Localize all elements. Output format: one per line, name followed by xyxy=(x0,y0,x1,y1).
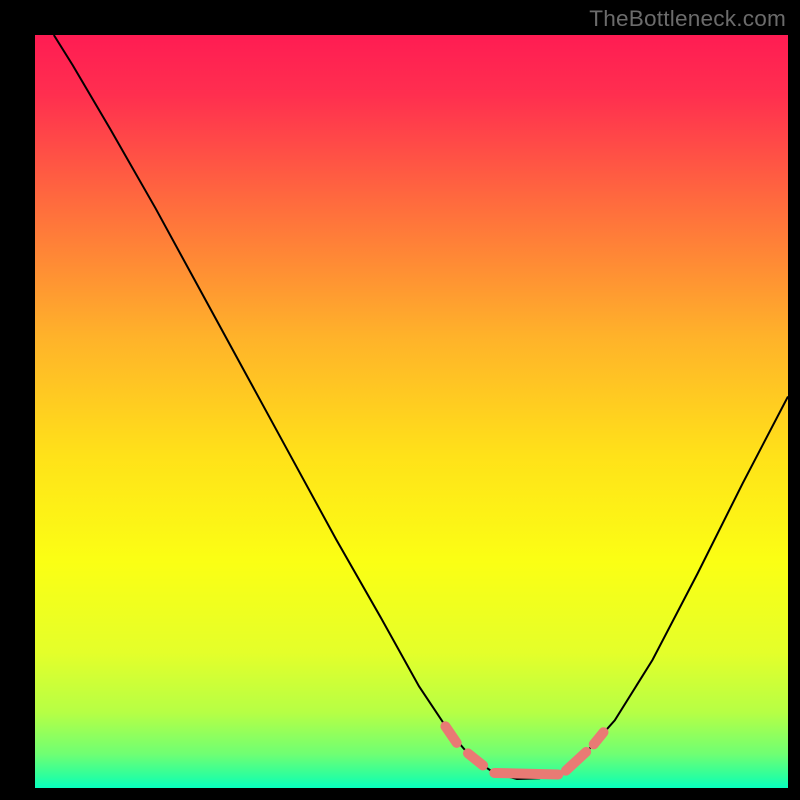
chart-frame: TheBottleneck.com xyxy=(0,0,800,800)
accent-dash-group xyxy=(445,726,603,774)
chart-svg xyxy=(35,35,788,788)
accent-dash xyxy=(566,752,586,771)
watermark-text: TheBottleneck.com xyxy=(589,6,786,32)
accent-dash xyxy=(445,726,456,743)
plot-area xyxy=(35,35,788,788)
accent-dash xyxy=(494,773,558,775)
accent-dash xyxy=(594,732,604,744)
accent-dash xyxy=(468,753,483,765)
bottleneck-curve xyxy=(54,35,788,779)
